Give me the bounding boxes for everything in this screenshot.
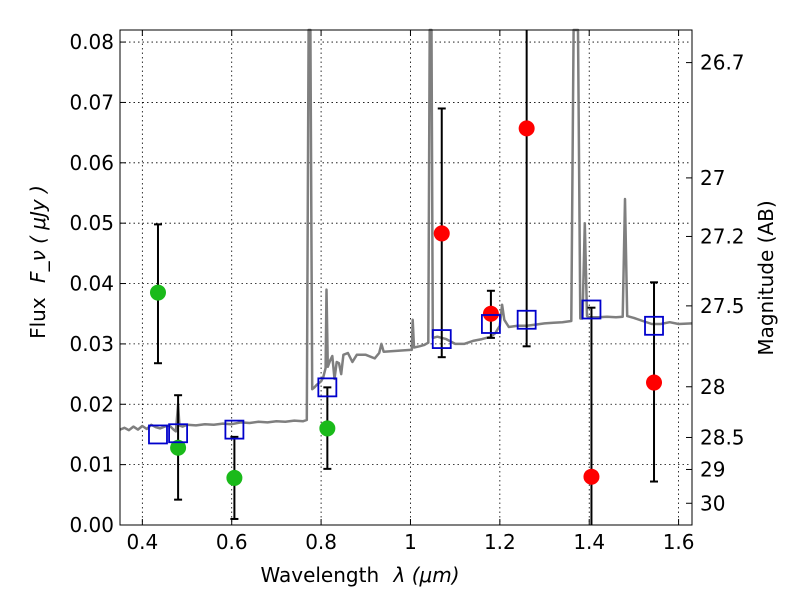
x-tick-label: 1 — [404, 530, 417, 554]
green-point — [149, 284, 166, 301]
y2-tick-label: 28.5 — [700, 425, 745, 449]
x-tick-label: 1.6 — [663, 530, 695, 554]
y-axis-title: Flux F_ν ( μJy ) — [26, 185, 50, 339]
grid-layer — [120, 30, 692, 526]
y2-axis-title: Magnitude (AB) — [754, 200, 778, 355]
x-tick-label: 0.4 — [126, 530, 158, 554]
red-point — [583, 468, 600, 485]
y-tick-label: 0.06 — [69, 151, 114, 175]
spectrum-layer — [119, 28, 693, 433]
y-tick-label: 0.08 — [69, 30, 114, 54]
green-point — [226, 469, 243, 486]
red-point — [646, 374, 663, 391]
y-tick-label: 0.05 — [69, 211, 114, 235]
x-axis-title: Wavelength λ (μm) — [260, 563, 459, 587]
model-point — [516, 309, 537, 330]
y2-tick-label: 27.5 — [700, 294, 745, 318]
y-axis-title-math: F_ν ( μJy ) — [26, 185, 50, 283]
x-tick-label: 0.8 — [305, 530, 337, 554]
model-point — [481, 314, 501, 334]
red-point — [518, 120, 535, 137]
model-point — [644, 315, 664, 336]
model-point — [581, 299, 602, 320]
y2-tick-label: 30 — [700, 491, 725, 515]
model-point — [317, 377, 338, 398]
red-point — [433, 225, 450, 242]
y-tick-label: 0.00 — [69, 513, 114, 537]
y2-tick-label: 26.7 — [700, 51, 745, 75]
x-axis-title-math: λ (μm) — [393, 563, 460, 587]
points-layer — [148, 30, 664, 525]
model-point — [431, 329, 452, 349]
model-point — [224, 419, 245, 440]
y2-tick-label: 27 — [700, 166, 725, 190]
red-point — [482, 305, 499, 322]
plot-frame — [119, 29, 693, 526]
x-tick-label: 1.2 — [484, 530, 516, 554]
model-point — [148, 424, 168, 445]
y-tick-label: 0.04 — [69, 272, 114, 296]
y2-tick-label: 27.2 — [700, 224, 745, 248]
y-tick-label: 0.02 — [69, 392, 114, 416]
ticks-layer: 0.4 0.6 0.8 1 1.2 1.4 1.6 0.00 0.01 0.02 0.03 0.04 0… — [69, 30, 745, 554]
x-tick-label: 1.4 — [573, 530, 605, 554]
y-tick-label: 0.03 — [69, 332, 114, 356]
model-point — [168, 423, 188, 444]
spectrum-line — [119, 28, 693, 433]
green-point — [319, 420, 336, 437]
y-axis-title-text: Flux — [26, 297, 50, 339]
x-tick-label: 0.6 — [216, 530, 248, 554]
y-tick-label: 0.07 — [69, 90, 114, 114]
green-point — [170, 439, 187, 456]
y2-tick-label: 28 — [700, 375, 725, 399]
x-axis-title-text: Wavelength — [260, 563, 379, 587]
y-tick-label: 0.01 — [69, 453, 114, 477]
y2-tick-label: 29 — [700, 457, 725, 481]
